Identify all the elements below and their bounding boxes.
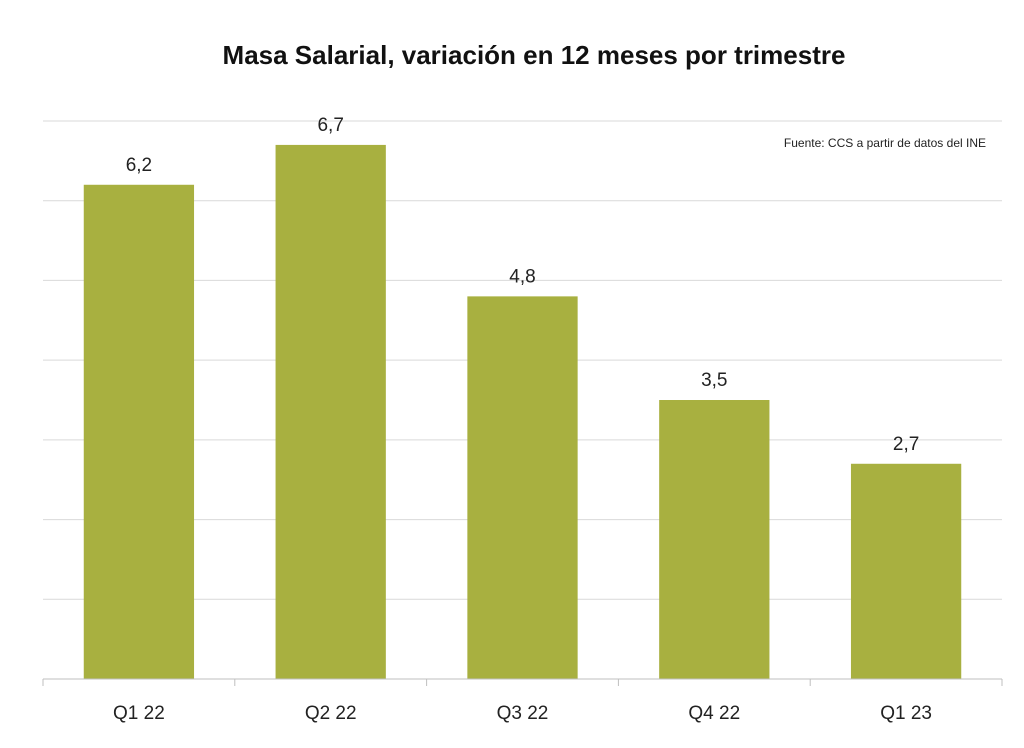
data-label: 4,8 — [509, 266, 535, 287]
x-tick-label: Q3 22 — [497, 703, 549, 724]
bars — [83, 144, 962, 679]
data-label: 3,5 — [701, 370, 727, 391]
x-tick-label: Q2 22 — [305, 703, 357, 724]
data-label: 6,7 — [317, 115, 343, 136]
x-tick-label: Q1 22 — [113, 703, 165, 724]
bar — [467, 296, 578, 679]
data-labels: 6,2 6,7 4,8 3,5 2,7 — [126, 115, 920, 455]
data-label: 2,7 — [893, 434, 919, 455]
x-tick-label: Q4 22 — [688, 703, 740, 724]
chart-title: Masa Salarial, variación en 12 meses por… — [223, 40, 846, 70]
data-label: 6,2 — [126, 155, 152, 176]
bar — [659, 400, 770, 679]
bar — [275, 144, 386, 679]
bar — [850, 463, 962, 679]
x-axis: Q1 22 Q2 22 Q3 22 Q4 22 Q1 23 — [42, 678, 1003, 724]
x-tick-label: Q1 23 — [880, 703, 932, 724]
bar — [83, 184, 195, 679]
source-note: Fuente: CCS a partir de datos del INE — [784, 136, 986, 150]
